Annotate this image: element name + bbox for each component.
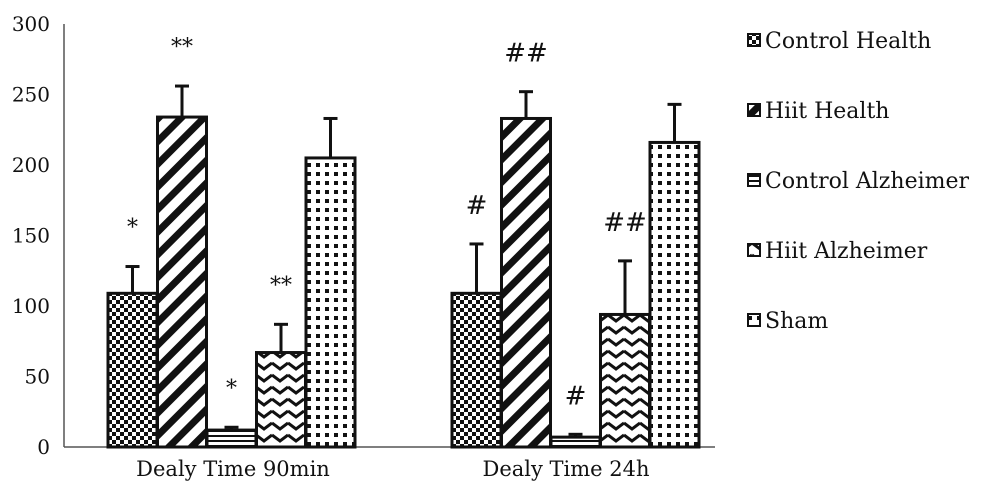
- significance-marker: #: [466, 191, 488, 221]
- bar: [304, 156, 357, 449]
- y-tick-label: 300: [12, 12, 50, 36]
- y-tick-label: 150: [12, 224, 50, 248]
- x-category-label: Dealy Time 24h: [482, 457, 649, 481]
- significance-marker: #: [565, 381, 587, 411]
- category-labels: Dealy Time 90min Dealy Time 24h: [136, 457, 649, 481]
- legend-label: Control Health: [765, 29, 931, 54]
- bar: [549, 435, 602, 449]
- legend: Control Health Hiit Health Control Alzheim…: [747, 29, 969, 334]
- y-tick-label: 50: [25, 365, 50, 389]
- bar: [205, 428, 258, 449]
- bar: [106, 291, 159, 449]
- bar: [450, 291, 503, 449]
- significance-marker: ##: [504, 39, 548, 69]
- y-tick-label: 0: [37, 435, 50, 459]
- bar: [500, 116, 552, 449]
- y-tick-label: 200: [12, 153, 50, 177]
- legend-label: Sham: [765, 309, 828, 334]
- significance-marker: *: [127, 216, 138, 241]
- bar: [648, 140, 701, 449]
- legend-swatch: [747, 243, 761, 257]
- legend-swatch: [747, 173, 761, 187]
- y-tick-label: 250: [12, 83, 50, 107]
- significance-marker: **: [270, 273, 292, 298]
- legend-label: Control Alzheimer: [765, 169, 969, 194]
- y-tick-label: 100: [12, 294, 50, 318]
- bars-group: * # ** ## * # ** ##: [106, 35, 701, 449]
- bar: [156, 115, 208, 449]
- legend-swatch: [747, 313, 761, 327]
- legend-label: Hiit Health: [765, 99, 889, 124]
- significance-marker: *: [226, 376, 237, 401]
- y-axis-ticks: 0 50 100 150 200 250 300: [12, 12, 50, 459]
- legend-label: Hiit Alzheimer: [765, 239, 928, 264]
- significance-marker: **: [171, 35, 193, 60]
- bar: [255, 351, 307, 449]
- bar: [599, 312, 651, 449]
- significance-marker: ##: [603, 208, 647, 238]
- x-category-label: Dealy Time 90min: [136, 457, 330, 481]
- legend-swatch: [747, 103, 761, 117]
- legend-swatch: [747, 33, 761, 47]
